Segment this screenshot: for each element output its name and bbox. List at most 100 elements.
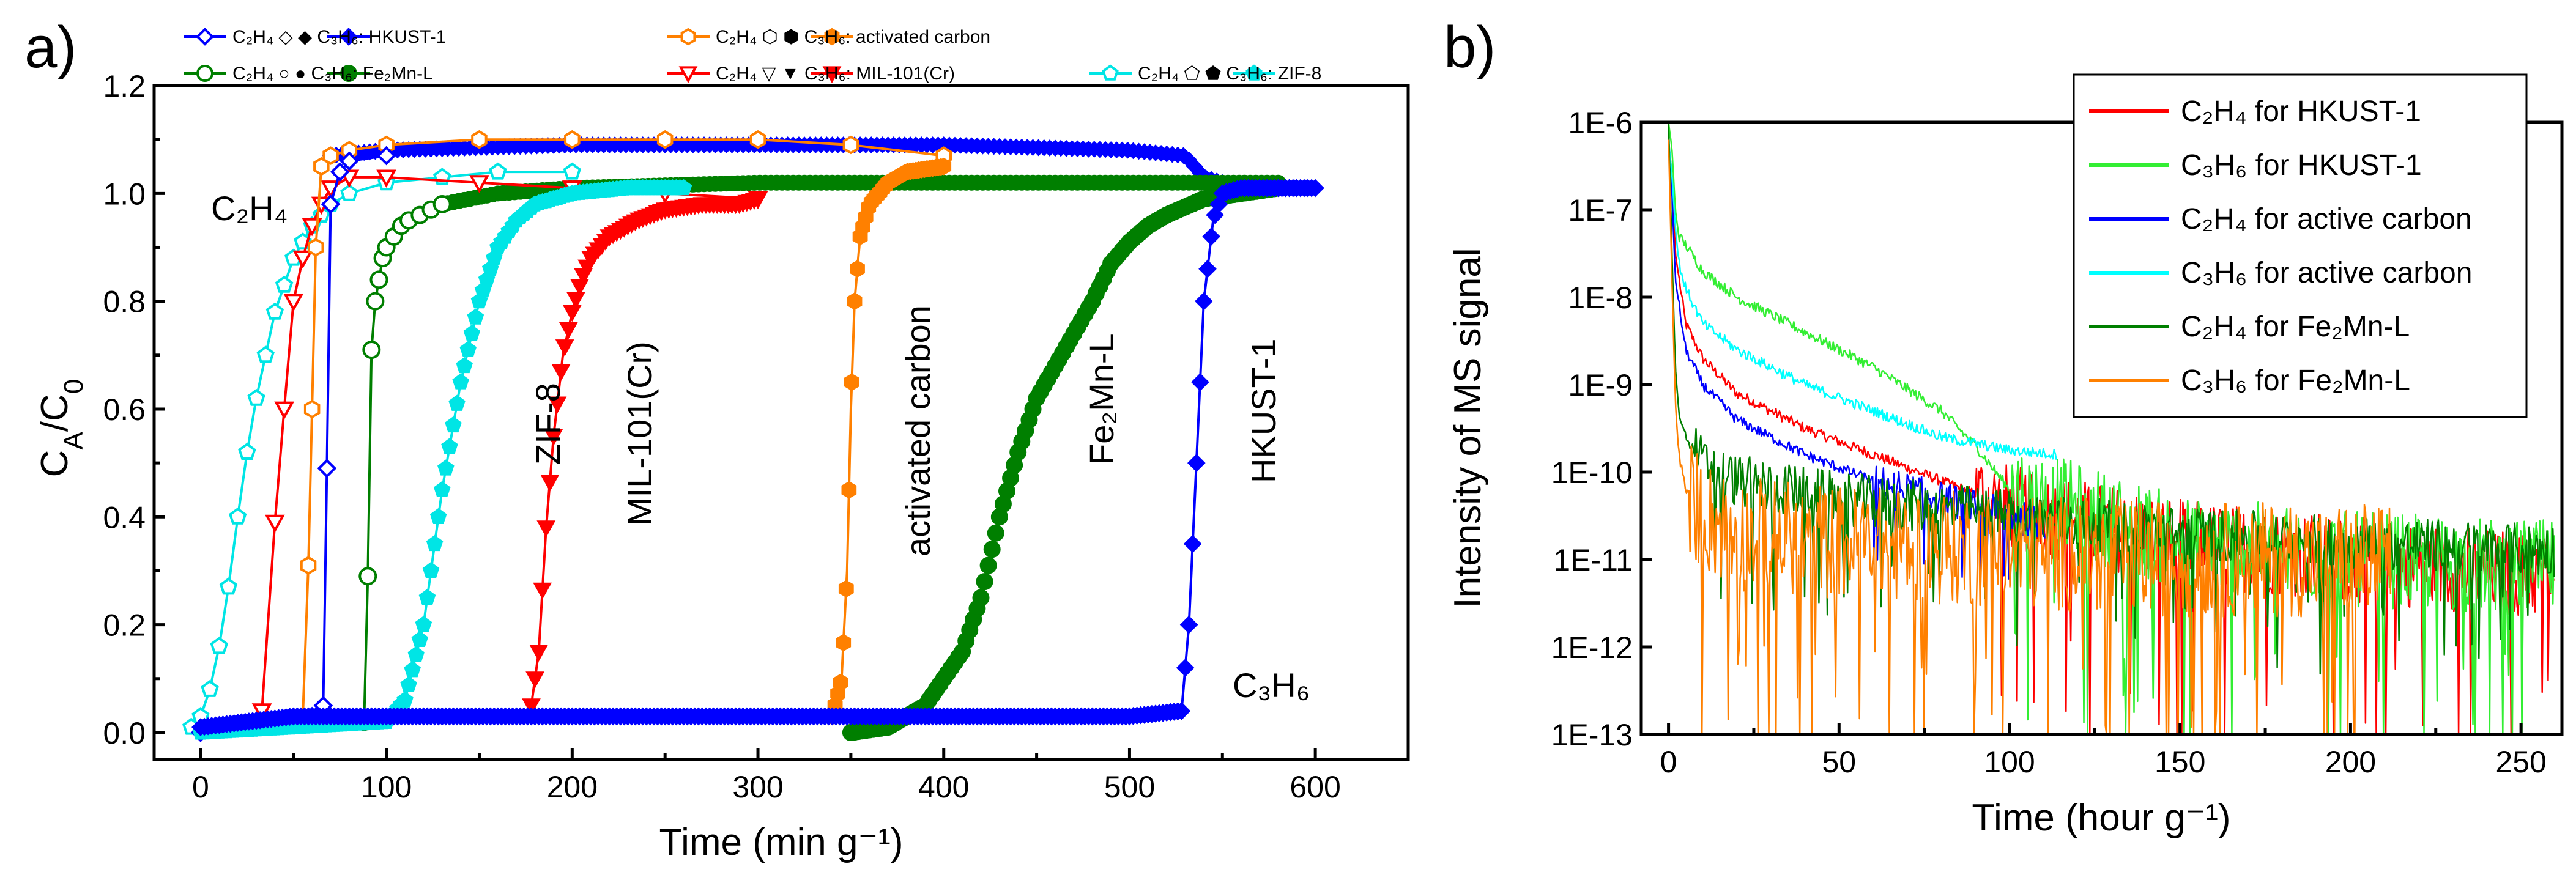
panel-a-chart: a) 0 100 200 300 400 500 600 0.0 0.2 0.4 0.6 0.8 1.… <box>24 15 1410 863</box>
panel-a-data-point <box>362 340 381 359</box>
panel-a-data-point <box>265 514 285 533</box>
panel-a-data-point <box>415 616 432 632</box>
panel-b-legend-label: C₂H₄ for active carbon <box>2181 203 2472 235</box>
panel-b-ytick-label: 1E-10 <box>1551 456 1633 490</box>
panel-a-xlabel: Time (min g⁻¹) <box>659 821 904 863</box>
panel-a-legend-marker-open <box>196 65 213 82</box>
panel-a-data-point <box>251 703 272 722</box>
panel-a-data-point <box>842 135 859 155</box>
panel-a-legend-entry: C₂H₄ ◇ ◆ C₃H₆: HKUST-1 <box>184 27 446 47</box>
panel-a-data-point <box>210 637 229 654</box>
panel-a-data-point <box>441 438 458 454</box>
panel-b-legend-entry: C₃H₆ for active carbon <box>2089 257 2472 289</box>
panel-a-legend-label: C₂H₄ ⬠ ⬟ C₃H₆: ZIF-8 <box>1138 64 1321 84</box>
panel-a-data-point <box>330 162 350 182</box>
panel-a-data-point <box>418 589 436 605</box>
panel-a-data-point <box>422 561 440 578</box>
panel-a-series-c2h4-fe2mn-l <box>355 194 451 731</box>
panel-a-data-point <box>489 162 507 180</box>
panel-b-xtick-label: 100 <box>1984 745 2035 779</box>
panel-b-legend-label: C₃H₆ for HKUST-1 <box>2181 149 2422 182</box>
panel-a-legend-marker-filled <box>824 28 840 46</box>
panel-a-legend-entry: C₂H₄ ⬠ ⬟ C₃H₆: ZIF-8 <box>1089 64 1321 84</box>
panel-a-data-point <box>340 183 358 201</box>
panel-a-series-line <box>261 176 759 711</box>
panel-a-series-c3h6-hkust-1 <box>191 179 1324 736</box>
panel-b-series-c3h6-for-active-carbon <box>1668 139 2057 460</box>
panel-a-data-point <box>463 325 481 341</box>
panel-a-legend-marker-filled <box>1245 64 1263 81</box>
panel-a-legend-marker-open <box>680 28 696 46</box>
panel-a-data-point <box>340 151 359 171</box>
panel-a-xtick-label: 600 <box>1290 770 1340 804</box>
panel-a-data-point <box>559 322 578 339</box>
panel-a-legend-label: C₂H₄ ▽ ▼ C₃H₆: MIL-101(Cr) <box>716 64 955 84</box>
panel-a-data-point <box>469 175 489 193</box>
panel-a-data-point <box>274 401 294 420</box>
panel-a-data-point <box>437 459 455 476</box>
panel-b-xtick-label: 200 <box>2325 745 2376 779</box>
panel-a-data-point <box>1202 227 1220 246</box>
panel-a-data-point <box>322 146 339 165</box>
panel-a-data-point <box>256 345 275 363</box>
panel-a-data-point <box>1172 701 1191 720</box>
panel-a-legend-marker-filled <box>340 65 357 82</box>
panel-a-data-point <box>1195 292 1213 311</box>
panel-a-legend-marker-open <box>1102 64 1119 81</box>
panel-a-series-line <box>200 154 387 734</box>
panel-a-series-c3h6-activated-carbon <box>825 157 952 725</box>
panel-a-data-point <box>445 416 462 433</box>
panel-a-data-point <box>426 534 444 552</box>
panel-a-ytick-label: 0.2 <box>103 608 146 643</box>
panel-a-data-point <box>247 388 265 406</box>
panel-a-series-c3h6-mil-101-cr- <box>522 191 768 715</box>
panel-b-legend-entry: C₃H₆ for HKUST-1 <box>2089 149 2422 182</box>
panel-a-data-point <box>547 396 567 414</box>
panel-a-legend: C₂H₄ ◇ ◆ C₃H₆: HKUST-1 C₂H₄ ⬡ ⬢ C₃H₆: act… <box>184 27 1321 84</box>
panel-a-data-point <box>1176 659 1195 677</box>
panel-a-series-line <box>200 187 1316 729</box>
panel-a-legend-marker-filled <box>822 66 842 84</box>
panel-a-annotation-c3h6: C₃H₆ <box>1233 666 1310 704</box>
panel-a-ytick-label: 0.4 <box>103 500 146 534</box>
panel-a-data-point <box>533 582 552 600</box>
panel-a-legend-entry: C₂H₄ ▽ ▼ C₃H₆: MIL-101(Cr) <box>667 64 955 84</box>
panel-a-data-point <box>433 481 451 497</box>
panel-b-legend-label: C₃H₆ for active carbon <box>2181 257 2472 289</box>
panel-a-data-point <box>675 179 692 196</box>
panel-a-data-point <box>522 698 541 715</box>
panel-a-xtick-label: 300 <box>732 770 783 804</box>
panel-a-xtick-label: 400 <box>918 770 969 804</box>
panel-a-ytick-label: 1.0 <box>103 177 146 211</box>
panel-a-legend-marker-filled <box>340 28 358 46</box>
panel-a-annotation-mil101: MIL-101(Cr) <box>620 341 659 526</box>
panel-b-chart: b) 0 50 100 150 200 250 1E-6 1E-7 1E-8 1E-9 1E-10… <box>1444 15 2564 839</box>
panel-a-data-point <box>376 146 396 166</box>
panel-a-data-point <box>376 169 396 188</box>
panel-a-data-point <box>411 630 429 647</box>
panel-a-data-point <box>564 130 581 149</box>
panel-a-data-point <box>432 194 451 213</box>
panel-a-series-c3h6-zif-8 <box>192 179 692 740</box>
panel-a-data-point <box>1187 454 1206 472</box>
panel-a-data-point <box>265 302 284 320</box>
panel-a-data-point <box>529 645 549 662</box>
panel-a-data-point <box>540 475 560 492</box>
panel-a-data-point <box>551 364 571 382</box>
panel-a-legend-marker-open <box>678 66 698 84</box>
panel-b-ytick-label: 1E-12 <box>1551 630 1633 665</box>
panel-a-series-line <box>200 187 684 734</box>
panel-a-data-point <box>300 556 317 575</box>
panel-a-data-point <box>308 238 324 257</box>
panel-b-legend-entry: C₂H₄ for HKUST-1 <box>2089 95 2421 128</box>
panel-a-legend-entry: C₂H₄ ⬡ ⬢ C₃H₆: activated carbon <box>667 27 990 47</box>
panel-b-legend-entry: C₂H₄ for active carbon <box>2089 203 2472 235</box>
panel-a-data-point <box>396 691 414 708</box>
panel-a-data-point <box>844 373 859 391</box>
panel-a-legend-marker-open <box>196 28 214 46</box>
panel-a-data-point <box>369 270 388 289</box>
panel-b-legend-label: C₂H₄ for HKUST-1 <box>2181 95 2421 128</box>
panel-a-annotation-activated-carbon: activated carbon <box>899 305 937 556</box>
panel-a-data-point <box>850 260 865 278</box>
panel-a-data-point <box>292 250 313 269</box>
